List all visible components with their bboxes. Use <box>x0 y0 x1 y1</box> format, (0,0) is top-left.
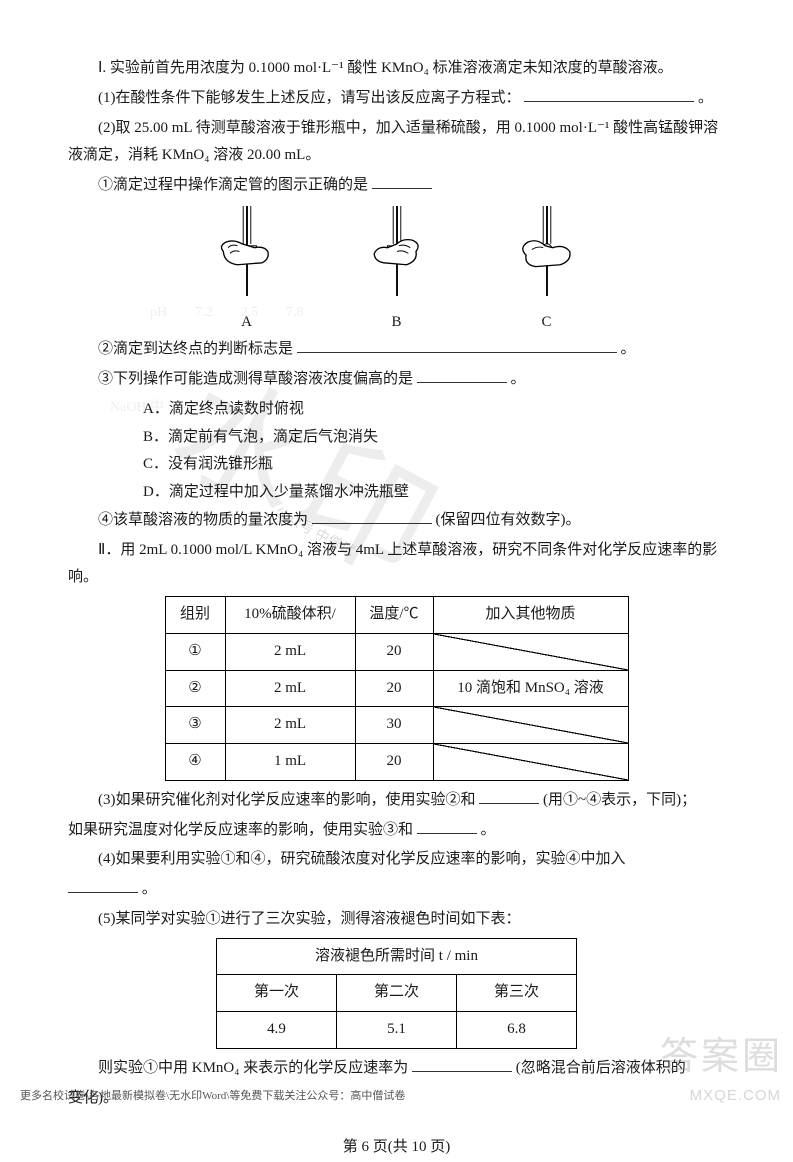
th: 第一次 <box>217 975 337 1012</box>
section1-intro: Ⅰ. 实验前首先用浓度为 0.1000 mol·L⁻¹ 酸性 KMnO₄ 标准溶… <box>68 55 725 83</box>
q4-text: (4)如果要利用实验①和④，研究硫酸浓度对化学反应速率的影响，实验④中加入 <box>98 851 626 867</box>
cell: 20 <box>355 670 433 707</box>
buret-hand-a-icon <box>207 206 287 296</box>
q2-intro: (2)取 25.00 mL 待测草酸溶液于锥形瓶中，加入适量稀硫酸，用 0.10… <box>68 115 725 171</box>
q5b-a: 则实验①中用 KMnO₄ 来表示的化学反应速率为 <box>98 1060 408 1076</box>
cell: 20 <box>355 744 433 781</box>
sub2-blank[interactable] <box>297 337 617 354</box>
q1-tail: 。 <box>698 90 713 106</box>
sub1-blank[interactable] <box>372 173 432 190</box>
cell: 4.9 <box>217 1012 337 1049</box>
sub4-text: ④该草酸溶液的物质的量浓度为 <box>98 512 308 528</box>
opt-c-label: C <box>507 309 587 337</box>
th-group: 组别 <box>165 597 225 634</box>
cell-diag <box>433 633 628 670</box>
sub3-blank[interactable] <box>417 367 507 384</box>
q1-blank[interactable] <box>524 85 694 102</box>
q1-text: (1)在酸性条件下能够发生上述反应，请写出该反应离子方程式： <box>98 90 521 106</box>
q3a-blank[interactable] <box>479 787 539 804</box>
q4: (4)如果要利用实验①和④，研究硫酸浓度对化学反应速率的影响，实验④中加入 <box>68 846 725 874</box>
cell: 30 <box>355 707 433 744</box>
cell: 6.8 <box>457 1012 577 1049</box>
sub2-tail: 。 <box>621 341 636 357</box>
buret-options: A B C <box>68 206 725 337</box>
time-table: 溶液褪色所需时间 t / min 第一次 第二次 第三次 4.9 5.1 6.8 <box>216 938 577 1049</box>
cell: 2 mL <box>225 633 355 670</box>
sub1-text: ①滴定过程中操作滴定管的图示正确的是 <box>98 177 368 193</box>
table-row: ③ 2 mL 30 <box>165 707 628 744</box>
cell: 2 mL <box>225 670 355 707</box>
cell-diag <box>433 707 628 744</box>
q2-sub1: ①滴定过程中操作滴定管的图示正确的是 <box>68 172 725 200</box>
cell: 20 <box>355 633 433 670</box>
section2-intro: Ⅱ．用 2mL 0.1000 mol/L KMnO₄ 溶液与 4mL 上述草酸溶… <box>68 537 725 593</box>
opt-a-line: A．滴定终点读数时俯视 <box>68 396 725 424</box>
q3b: 如果研究温度对化学反应速率的影响，使用实验③和 。 <box>68 817 725 845</box>
sub2-text: ②滴定到达终点的判断标志是 <box>98 341 293 357</box>
q2-sub4: ④该草酸溶液的物质的量浓度为 (保留四位有效数字)。 <box>68 507 725 535</box>
table-row: ① 2 mL 20 <box>165 633 628 670</box>
q4-blank-line: 。 <box>68 876 725 904</box>
cell-diag <box>433 744 628 781</box>
cell: ① <box>165 633 225 670</box>
th-temp: 温度/℃ <box>355 597 433 634</box>
q3a: (3)如果研究催化剂对化学反应速率的影响，使用实验②和 (用①~④表示，下同)； <box>68 787 725 815</box>
opt-d-line: D．滴定过程中加入少量蒸馏水冲洗瓶壁 <box>68 479 725 507</box>
table-header-row: 溶液褪色所需时间 t / min <box>217 938 577 975</box>
option-b: B <box>357 206 437 337</box>
option-a: A <box>207 206 287 337</box>
cell: 1 mL <box>225 744 355 781</box>
cell: ④ <box>165 744 225 781</box>
q5: (5)某同学对实验①进行了三次实验，测得溶液褪色时间如下表： <box>68 906 725 934</box>
q2-sub2: ②滴定到达终点的判断标志是 。 <box>68 336 725 364</box>
table-header-row: 组别 10%硫酸体积/ 温度/℃ 加入其他物质 <box>165 597 628 634</box>
sub3-text: ③下列操作可能造成测得草酸溶液浓度偏高的是 <box>98 371 413 387</box>
watermark-url: MXQE.COM <box>690 1082 781 1110</box>
q3a-text: (3)如果研究催化剂对化学反应速率的影响，使用实验②和 <box>98 792 476 808</box>
th-other: 加入其他物质 <box>433 597 628 634</box>
table-header-row: 第一次 第二次 第三次 <box>217 975 577 1012</box>
option-c: C <box>507 206 587 337</box>
q3b-blank[interactable] <box>417 817 477 834</box>
q3b-text: 如果研究温度对化学反应速率的影响，使用实验③和 <box>68 822 413 838</box>
cell: ③ <box>165 707 225 744</box>
sub4-blank[interactable] <box>312 507 432 524</box>
th-vol: 10%硫酸体积/ <box>225 597 355 634</box>
table-row: 4.9 5.1 6.8 <box>217 1012 577 1049</box>
cell: 2 mL <box>225 707 355 744</box>
q4-tail: 。 <box>142 881 157 897</box>
q1: (1)在酸性条件下能够发生上述反应，请写出该反应离子方程式： 。 <box>68 85 725 113</box>
t2-top-header: 溶液褪色所需时间 t / min <box>217 938 577 975</box>
th: 第二次 <box>337 975 457 1012</box>
q2-sub3: ③下列操作可能造成测得草酸溶液浓度偏高的是 。 <box>68 366 725 394</box>
buret-hand-b-icon <box>357 206 437 296</box>
opt-a-label: A <box>207 309 287 337</box>
cell: ② <box>165 670 225 707</box>
cell: 10 滴饱和 MnSO₄ 溶液 <box>433 670 628 707</box>
q3a-tail: (用①~④表示，下同)； <box>543 792 696 808</box>
q5b: 则实验①中用 KMnO₄ 来表示的化学反应速率为 (忽略混合前后溶液体积的 <box>68 1055 725 1083</box>
opt-b-label: B <box>357 309 437 337</box>
q3b-tail: 。 <box>481 822 496 838</box>
table-row: ④ 1 mL 20 <box>165 744 628 781</box>
opt-b-line: B．滴定前有气泡，滴定后气泡消失 <box>68 424 725 452</box>
footer-note: 更多名校试卷\各地最新模拟卷\无水印Word\等免费下载关注公众号：高中僧试卷 <box>20 1086 405 1106</box>
th: 第三次 <box>457 975 577 1012</box>
cell: 5.1 <box>337 1012 457 1049</box>
opt-c-line: C．没有润洗锥形瓶 <box>68 451 725 479</box>
sub4-tail: (保留四位有效数字)。 <box>436 512 581 528</box>
q4-blank[interactable] <box>68 877 138 894</box>
page-number: 第 6 页(共 10 页) <box>68 1134 725 1162</box>
buret-hand-c-icon <box>507 206 587 296</box>
experiment-table: 组别 10%硫酸体积/ 温度/℃ 加入其他物质 ① 2 mL 20 ② 2 mL… <box>165 596 629 781</box>
sub3-tail: 。 <box>511 371 526 387</box>
q5b-blank[interactable] <box>412 1055 512 1072</box>
table-row: ② 2 mL 20 10 滴饱和 MnSO₄ 溶液 <box>165 670 628 707</box>
